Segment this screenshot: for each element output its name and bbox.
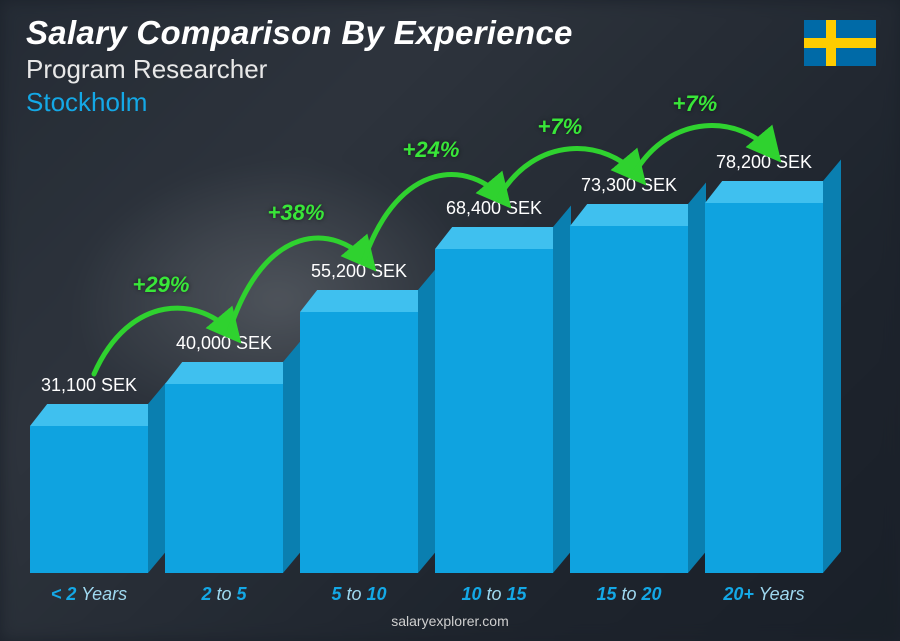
growth-arc (364, 175, 505, 260)
salary-bar-chart: 31,100 SEK< 2 Years40,000 SEK2 to 555,20… (30, 133, 840, 573)
page-subtitle: Program Researcher (26, 54, 573, 85)
footer-credit: salaryexplorer.com (0, 613, 900, 629)
growth-arc (634, 126, 775, 174)
page-title: Salary Comparison By Experience (26, 14, 573, 52)
growth-arc (229, 238, 370, 332)
growth-arc (94, 308, 235, 374)
sweden-flag-icon (804, 20, 876, 66)
header: Salary Comparison By Experience Program … (26, 14, 573, 118)
bar-x-label: 5 to 10 (289, 584, 429, 605)
content-layer: Salary Comparison By Experience Program … (0, 0, 900, 641)
growth-arc (499, 149, 640, 197)
bar-x-label: 15 to 20 (559, 584, 699, 605)
page-location: Stockholm (26, 87, 573, 118)
bar-x-label: 10 to 15 (424, 584, 564, 605)
arc-overlay (30, 133, 860, 573)
growth-pct-label: +7% (673, 91, 718, 117)
bar-x-label: 2 to 5 (154, 584, 294, 605)
bar-x-label: < 2 Years (19, 584, 159, 605)
bar-x-label: 20+ Years (694, 584, 834, 605)
